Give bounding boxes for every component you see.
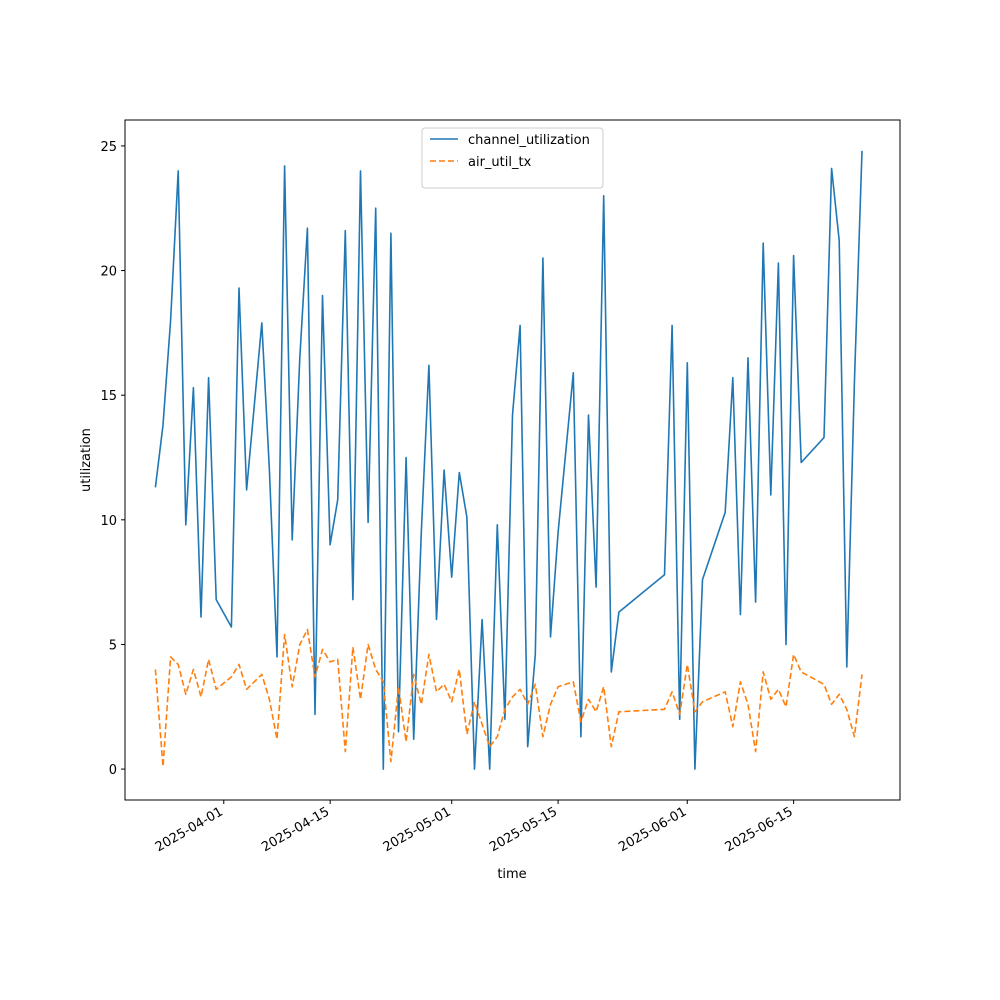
x-tick-label: 2025-06-15 [723, 804, 796, 855]
data-line [154, 150, 863, 770]
y-tick-label: 20 [100, 265, 117, 280]
x-axis-label: time [497, 867, 526, 882]
y-tick-label: 5 [109, 638, 117, 653]
y-tick-label: 25 [100, 140, 117, 155]
y-tick-label: 10 [100, 514, 117, 529]
legend-box [421, 127, 604, 189]
x-tick-label: 2025-05-01 [381, 804, 454, 855]
x-tick-label: 2025-04-01 [153, 804, 226, 855]
x-tick-label: 2025-04-15 [259, 804, 332, 855]
y-axis-label: utilization [79, 428, 94, 492]
data-line [154, 628, 863, 768]
y-tick-label: 15 [100, 389, 117, 404]
y-tick-label: 0 [109, 763, 117, 778]
legend-label: air_util_tx [468, 155, 532, 170]
legend-label: channel_utilization [468, 133, 590, 148]
x-tick-label: 2025-05-15 [487, 804, 560, 855]
x-tick-label: 2025-06-01 [616, 804, 689, 855]
plot-frame [124, 119, 901, 801]
